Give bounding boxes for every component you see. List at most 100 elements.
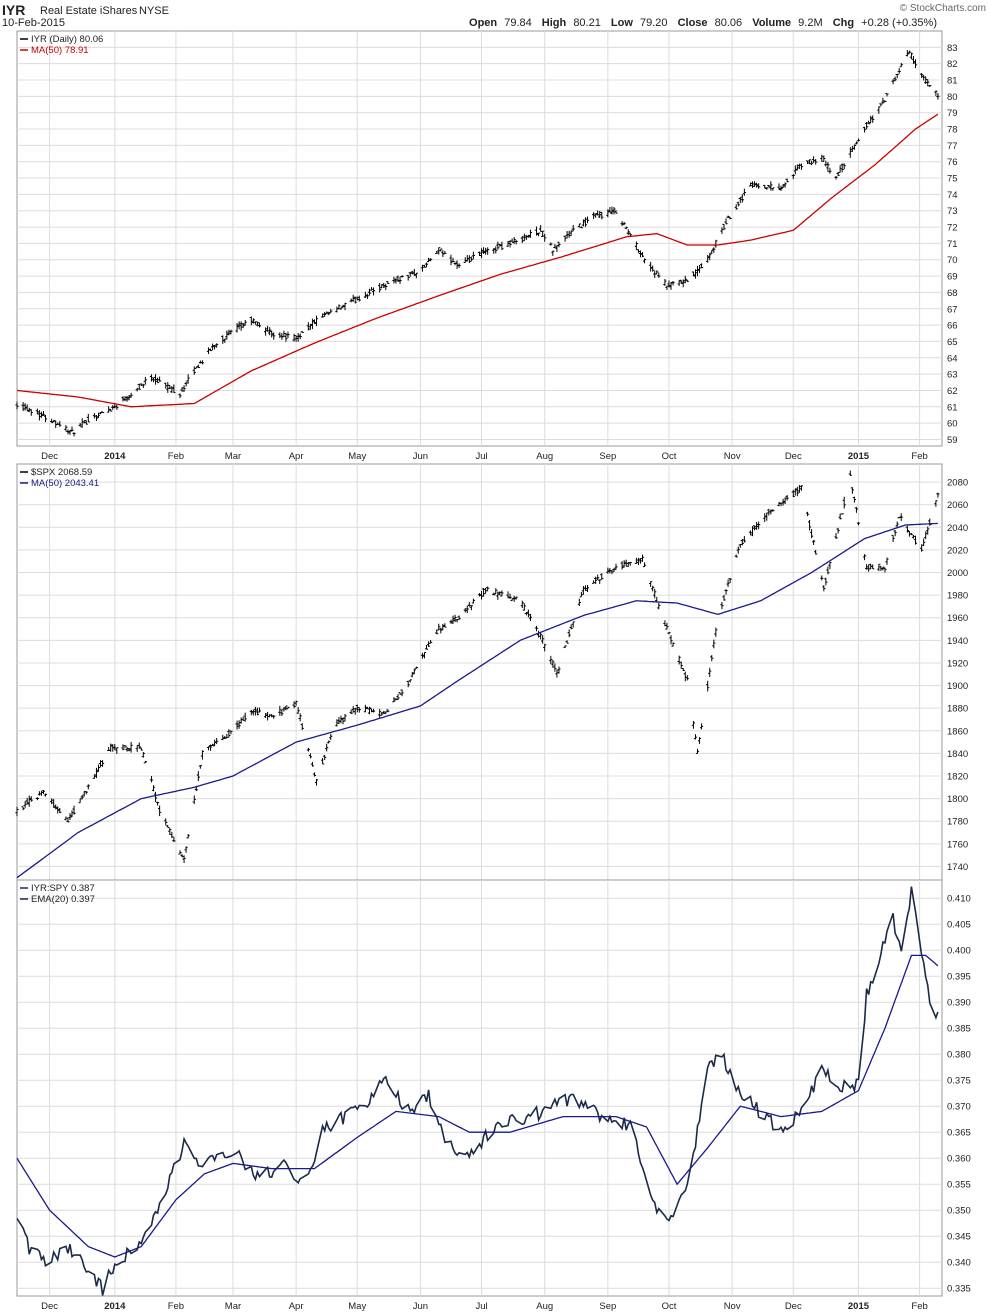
- legend-label: EMA(20) 0.397: [31, 894, 95, 905]
- date-label: 10-Feb-2015: [2, 17, 65, 29]
- y-tick-label: 73: [947, 206, 958, 217]
- x-tick-label: Feb: [911, 1301, 927, 1312]
- legend-label: $SPX 2068.59: [31, 467, 92, 478]
- legend-label: MA(50) 78.91: [31, 45, 89, 56]
- volume-label: Volume: [752, 17, 792, 29]
- y-tick-label: 1900: [947, 681, 968, 692]
- y-tick-label: 0.355: [947, 1180, 971, 1191]
- y-tick-label: 0.385: [947, 1024, 971, 1035]
- x-tick-label: Sep: [599, 1301, 616, 1312]
- y-tick-label: 74: [947, 190, 958, 201]
- y-tick-label: 0.390: [947, 998, 971, 1009]
- y-tick-label: 2020: [947, 545, 968, 556]
- y-tick-label: 1960: [947, 613, 968, 624]
- ema-line: [16, 954, 939, 1258]
- y-tick-label: 0.335: [947, 1284, 971, 1295]
- x-tick-label: 2015: [848, 451, 870, 462]
- security-name: Real Estate iShares: [40, 5, 138, 17]
- chart-panel-1: 59 60 61 62 63 64 65 66 67 68 69 70 71 72 73 74 75 76 77 78…: [15, 30, 958, 462]
- x-tick-label: 2015: [848, 1301, 870, 1312]
- y-tick-label: 81: [947, 76, 958, 87]
- symbol-label: IYR: [2, 2, 26, 18]
- change-label: Chg: [832, 17, 855, 29]
- x-tick-label: Jul: [475, 1301, 487, 1312]
- y-tick-label: 1820: [947, 772, 968, 783]
- stockcharts-logo[interactable]: © StockCharts.com: [899, 3, 986, 14]
- y-tick-label: 59: [947, 435, 958, 446]
- high-value: 80.21: [573, 17, 601, 29]
- moving-average-line: [16, 522, 938, 879]
- y-tick-label: 0.400: [947, 946, 971, 957]
- x-tick-label: Apr: [289, 1301, 304, 1312]
- open-value: 79.84: [504, 17, 532, 29]
- x-tick-label: Sep: [599, 451, 616, 462]
- y-tick-label: 64: [947, 353, 958, 364]
- y-tick-label: 0.380: [947, 1050, 971, 1061]
- x-tick-label: Feb: [168, 1301, 184, 1312]
- y-tick-label: 1860: [947, 726, 968, 737]
- plot-area: [16, 30, 943, 447]
- y-tick-label: 0.345: [947, 1232, 971, 1243]
- legend-label: IYR (Daily) 80.06: [31, 34, 103, 45]
- y-tick-label: 0.370: [947, 1102, 971, 1113]
- plot-area: [16, 463, 943, 881]
- price-bars: [15, 470, 940, 863]
- y-tick-label: 0.350: [947, 1206, 971, 1217]
- y-tick-label: 72: [947, 223, 958, 234]
- chart-panel-2: 1740 1760 1780 1800 1820 1840 1860 1880 1900 1920…: [15, 463, 968, 881]
- y-tick-label: 78: [947, 125, 958, 136]
- change-value: +0.28 (+0.35%): [861, 17, 937, 29]
- chart-header: IYR Real Estate iShares NYSE 10-Feb-2015…: [0, 0, 990, 30]
- x-tick-label: May: [348, 451, 366, 462]
- price-bars: [15, 50, 940, 437]
- y-tick-label: 71: [947, 239, 958, 250]
- volume-value: 9.2M: [798, 17, 823, 29]
- close-value: 80.06: [714, 17, 743, 29]
- y-tick-label: 0.360: [947, 1154, 971, 1165]
- x-tick-label: Nov: [724, 1301, 741, 1312]
- y-tick-label: 66: [947, 321, 958, 332]
- y-tick-label: 0.395: [947, 972, 971, 983]
- y-tick-label: 68: [947, 288, 958, 299]
- x-tick-label: Dec: [41, 451, 58, 462]
- y-tick-label: 77: [947, 141, 958, 152]
- low-label: Low: [610, 17, 633, 29]
- y-tick-label: 83: [947, 43, 958, 54]
- y-tick-label: 60: [947, 419, 958, 430]
- x-tick-label: Dec: [41, 1301, 58, 1312]
- x-tick-label: Dec: [785, 1301, 802, 1312]
- x-tick-label: Mar: [225, 451, 241, 462]
- x-tick-label: Feb: [168, 451, 184, 462]
- legend-label: IYR:SPY 0.387: [31, 883, 95, 894]
- x-tick-label: Nov: [724, 451, 741, 462]
- y-tick-label: 62: [947, 386, 958, 397]
- plot-area: [16, 879, 943, 1297]
- x-tick-label: 2014: [104, 451, 126, 462]
- y-tick-label: 1840: [947, 749, 968, 760]
- y-tick-label: 2000: [947, 568, 968, 579]
- x-tick-label: Jul: [475, 451, 487, 462]
- exchange-label: NYSE: [139, 5, 169, 17]
- y-tick-label: 2080: [947, 478, 968, 489]
- y-tick-label: 69: [947, 272, 958, 283]
- y-tick-label: 1920: [947, 658, 968, 669]
- y-tick-label: 63: [947, 370, 958, 381]
- y-tick-label: 1880: [947, 704, 968, 715]
- y-tick-label: 75: [947, 174, 958, 185]
- moving-average-line: [16, 113, 939, 408]
- close-label: Close: [677, 17, 708, 29]
- open-label: Open: [469, 17, 498, 29]
- high-label: High: [541, 17, 567, 29]
- chart-panel-3: 0.335 0.340 0.345 0.350 0.355 0.360 0.365 0.370…: [16, 879, 971, 1312]
- y-tick-label: 0.365: [947, 1128, 971, 1139]
- y-tick-label: 61: [947, 402, 958, 413]
- y-tick-label: 80: [947, 92, 958, 103]
- y-tick-label: 0.410: [947, 894, 971, 905]
- x-tick-label: Dec: [785, 451, 802, 462]
- y-tick-label: 1980: [947, 591, 968, 602]
- x-tick-label: Aug: [536, 1301, 553, 1312]
- low-value: 79.20: [639, 17, 668, 29]
- y-tick-label: 1740: [947, 862, 968, 873]
- y-tick-label: 1800: [947, 794, 968, 805]
